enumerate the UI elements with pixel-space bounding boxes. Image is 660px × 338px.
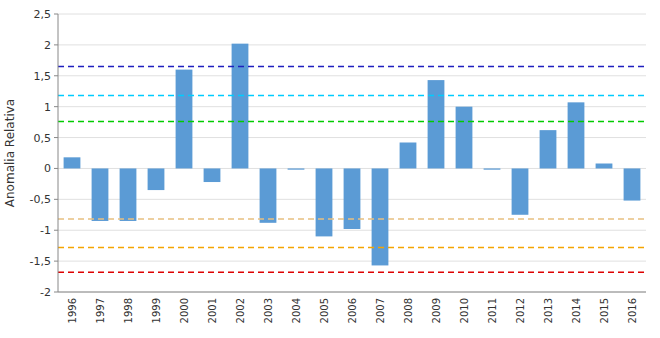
grid-line [58,106,646,107]
x-tick-label: 2009 [431,298,442,323]
x-tick-label: 2001 [207,298,218,323]
y-tick-label: 1,5 [34,70,52,83]
bar [624,168,641,200]
y-axis: -2 -1,5 -1 -0,5 0 0,5 1 1,5 2 2,5 [30,8,58,299]
y-tick-label: 0,5 [34,132,52,145]
bar [400,142,417,168]
x-tick-label: 1997 [95,298,106,323]
grid-line [58,230,646,231]
y-tick [54,261,58,262]
x-tick-label: 2000 [179,298,190,323]
grid-line [58,75,646,76]
bar [428,80,445,168]
grid [58,14,646,292]
bar [484,168,501,169]
x-tick-label: 2005 [319,298,330,323]
grid-line [58,44,646,45]
bar [568,102,585,168]
bar [316,168,333,236]
x-tick-label: 1998 [123,298,134,323]
x-tick-label: 2016 [627,298,638,323]
bar [344,168,361,229]
bar [92,168,109,221]
grid-line [58,137,646,138]
y-tick-label: 2 [44,39,51,52]
bar [260,168,277,222]
bar [120,168,137,221]
bar [64,157,81,168]
x-tick-label: 2008 [403,298,414,323]
x-tick-label: 2007 [375,298,386,323]
bar [176,70,193,169]
y-tick-label: -1 [40,224,51,237]
bar [540,130,557,168]
x-tick-label: 2004 [291,298,302,323]
reference-line [58,271,646,273]
chart-container: -2 -1,5 -1 -0,5 0 0,5 1 1,5 2 2,5 1996 1997 1998 1999… [0,0,660,338]
grid-line [58,14,646,15]
x-tick-label: 2002 [235,298,246,323]
y-tick [54,199,58,200]
y-tick [54,292,58,293]
y-tick-label: 1 [44,101,51,114]
y-tick [54,106,58,107]
bar [148,168,165,190]
x-tick-label: 1999 [151,298,162,323]
grid-line [58,261,646,262]
x-axis-line [58,292,646,293]
bar [232,44,249,169]
bar [512,168,529,214]
bar [288,168,305,169]
chart: -2 -1,5 -1 -0,5 0 0,5 1 1,5 2 2,5 1996 1997 1998 1999… [0,0,660,338]
plot-area [58,44,646,273]
x-tick-label: 2003 [263,298,274,323]
x-tick-label: 2012 [515,298,526,323]
reference-line [58,66,646,68]
y-tick-label: -1,5 [30,255,51,268]
y-tick-label: -0,5 [30,193,51,206]
y-tick [54,14,58,15]
y-tick-label: 2,5 [34,8,52,21]
y-tick [54,75,58,76]
bar [372,168,389,265]
y-tick [54,230,58,231]
x-tick-label: 2015 [599,298,610,323]
grid-line [58,292,646,293]
x-axis: 1996 1997 1998 1999 2000 2001 2002 2003 2004 2005… [67,298,638,323]
y-axis-label: Anomalia Relativa [3,99,17,207]
x-tick-label: 1996 [67,298,78,323]
x-tick-label: 2006 [347,298,358,323]
reference-line [58,95,646,97]
reference-line [58,121,646,123]
x-tick-label: 2013 [543,298,554,323]
reference-line [58,247,646,249]
reference-line [58,218,646,220]
bar [596,164,613,169]
bar [456,107,473,169]
y-tick [54,44,58,45]
y-tick-label: -2 [40,286,51,299]
y-tick [54,168,58,169]
bar [204,168,221,182]
y-tick [54,137,58,138]
y-tick-label: 0 [44,162,51,175]
x-tick-label: 2011 [487,298,498,323]
x-tick-label: 2014 [571,298,582,323]
x-tick-label: 2010 [459,298,470,323]
y-axis-line [58,14,59,292]
